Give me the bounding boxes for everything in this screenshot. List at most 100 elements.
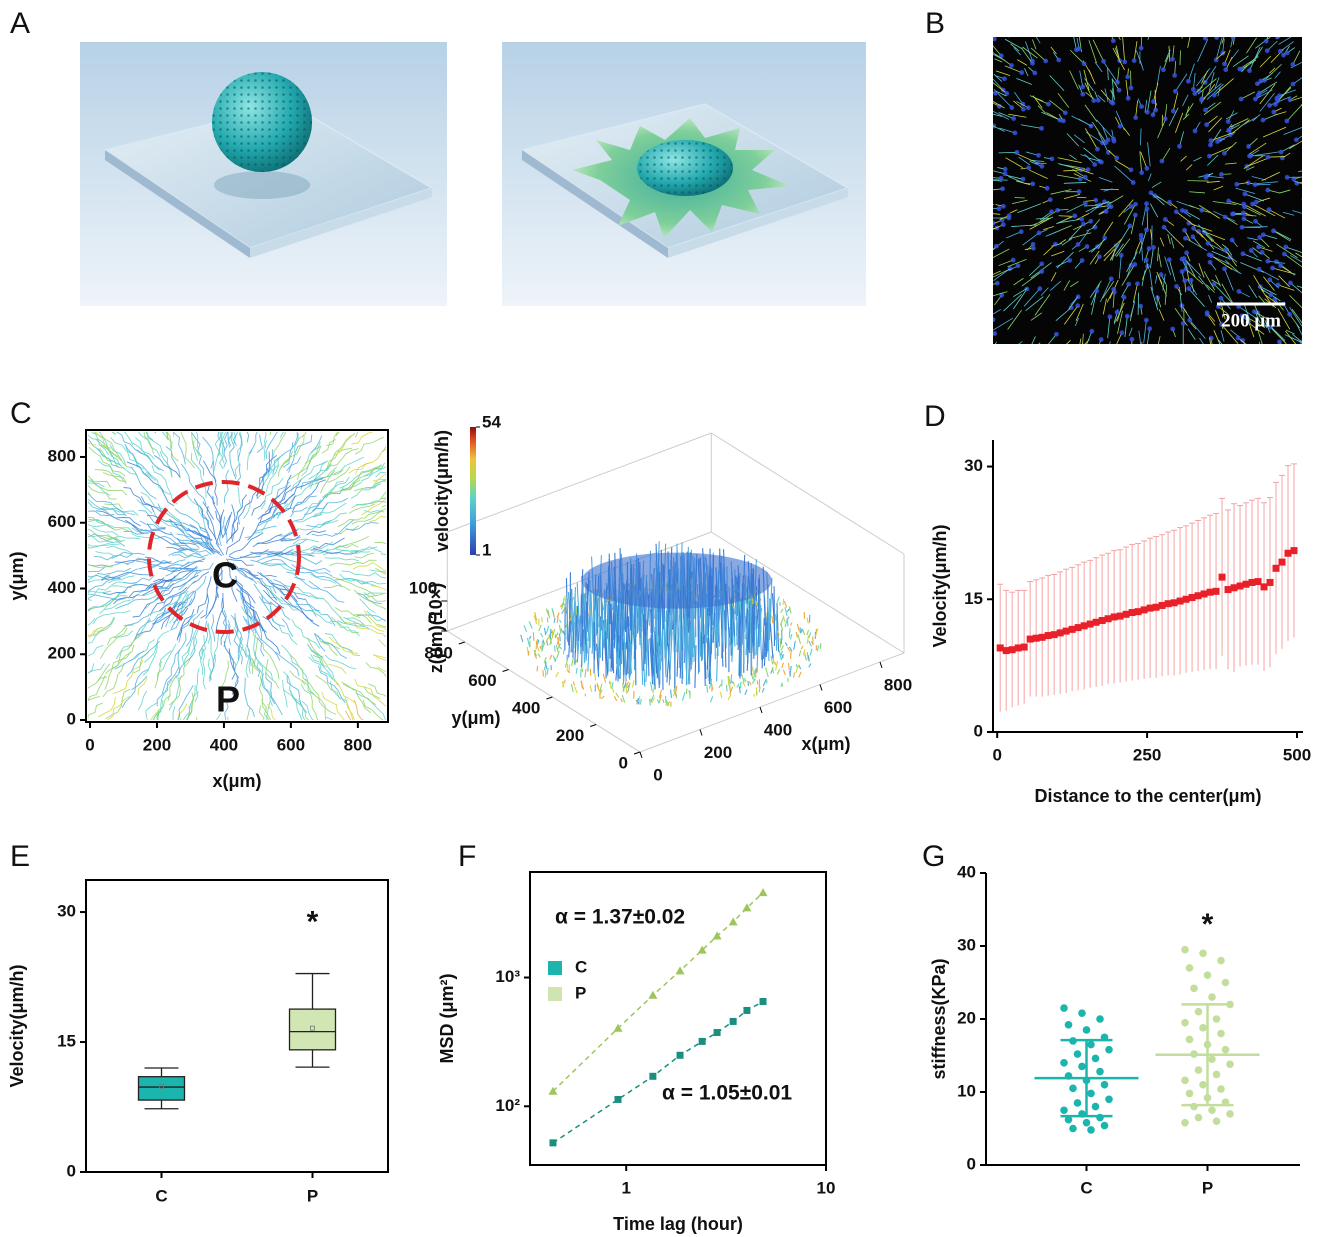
trajectory-decor <box>367 611 403 626</box>
figure: 200 μm A B C D E F G 0200400600800020040… <box>0 0 1324 1237</box>
trajectory-decor <box>320 395 337 417</box>
trajectory-decor <box>545 669 546 677</box>
trajectory-decor <box>217 392 223 418</box>
panel-label: G <box>922 840 945 873</box>
nucleus-decor <box>1271 110 1276 115</box>
data-point <box>1213 1071 1221 1079</box>
trajectory-decor <box>64 469 79 483</box>
trajectory-decor <box>17 490 41 501</box>
trajectory-decor <box>160 451 172 476</box>
trajectory-decor <box>391 457 414 470</box>
panel-label: B <box>925 7 945 40</box>
trajectory-decor <box>542 641 543 649</box>
trajectory-decor <box>585 669 586 677</box>
trajectory-decor <box>153 416 172 450</box>
track-decor <box>1268 157 1285 158</box>
data-point <box>714 1029 721 1036</box>
trajectory-decor <box>790 622 792 625</box>
trajectory-decor <box>391 491 434 510</box>
trajectory-decor <box>76 420 111 449</box>
trajectory-decor <box>174 719 181 753</box>
nucleus-decor <box>1145 110 1150 115</box>
trajectory-decor <box>0 523 32 534</box>
nucleus-decor <box>1223 67 1228 72</box>
nucleus-decor <box>1145 166 1150 171</box>
nucleus-decor <box>1162 225 1167 230</box>
data-point <box>1093 619 1100 626</box>
trajectory-decor <box>20 617 60 626</box>
nucleus-decor <box>1079 217 1084 222</box>
trajectory-decor <box>128 385 145 421</box>
nucleus-decor <box>1172 73 1177 78</box>
y-tick-label: 0 <box>67 1161 76 1180</box>
trajectory-decor <box>128 354 140 378</box>
trajectory-decor <box>243 400 245 421</box>
trajectory-decor <box>128 347 151 387</box>
data-point <box>1092 1103 1100 1111</box>
trajectory-decor <box>138 398 156 433</box>
trajectory-decor <box>232 356 238 389</box>
panel-label: F <box>458 840 476 873</box>
nucleus-decor <box>1214 35 1219 40</box>
track-decor <box>1259 342 1265 363</box>
nucleus-decor <box>1144 227 1149 232</box>
trajectory-decor <box>556 672 559 677</box>
trajectory-decor <box>302 385 316 409</box>
trajectory-decor <box>40 676 73 699</box>
nucleus-decor <box>1110 101 1115 106</box>
track-decor <box>1277 23 1295 37</box>
data-point <box>1027 636 1034 643</box>
trajectory-decor <box>160 406 168 439</box>
trajectory-decor <box>162 650 180 694</box>
nucleus-decor <box>1253 182 1258 187</box>
trajectory-decor <box>216 510 224 556</box>
nucleus-decor <box>1133 213 1138 218</box>
nucleus-decor <box>1063 110 1068 115</box>
trajectory-decor <box>349 448 388 473</box>
data-point <box>1069 1125 1077 1133</box>
trajectory-decor <box>240 556 261 557</box>
trajectory-decor <box>559 646 562 649</box>
plot-frame <box>86 880 388 1172</box>
nucleus-decor <box>1080 258 1085 263</box>
trajectory-decor <box>572 658 574 666</box>
data-point <box>1087 1090 1095 1098</box>
nucleus-decor <box>1011 258 1016 263</box>
trajectory-decor <box>202 403 206 430</box>
data-point <box>614 1024 623 1032</box>
colorbar-tick-label: 54 <box>482 412 501 431</box>
panel-label: E <box>10 840 30 873</box>
nucleus-decor <box>1133 115 1138 120</box>
trajectory-decor <box>547 641 548 645</box>
trajectory-decor <box>94 617 114 636</box>
trajectory-decor <box>621 698 623 702</box>
x-tick <box>700 730 702 736</box>
x-tick-label: 600 <box>824 698 852 717</box>
nucleus-decor <box>1246 144 1251 149</box>
trajectory-decor <box>159 369 164 389</box>
nucleus-decor <box>1049 156 1054 161</box>
x-tick-label: C <box>155 1186 167 1205</box>
trajectory-decor <box>682 692 684 701</box>
trajectory-decor <box>632 680 634 687</box>
nucleus-decor <box>1288 97 1293 102</box>
trajectory-decor <box>563 649 564 654</box>
trajectory-decor <box>229 339 234 386</box>
nucleus-decor <box>1037 286 1042 291</box>
trajectory-decor <box>797 624 798 630</box>
trajectory-decor <box>561 629 563 633</box>
trajectory-decor <box>726 685 727 691</box>
data-point <box>729 917 738 925</box>
x-tick-label: C <box>1080 1178 1092 1197</box>
trajectory-decor <box>229 365 243 396</box>
trajectory-decor <box>744 678 746 681</box>
data-point <box>1009 646 1016 653</box>
trajectory-decor <box>43 529 88 546</box>
nucleus-decor <box>1081 222 1086 227</box>
nucleus-decor <box>1203 108 1208 113</box>
trajectory-decor <box>14 529 47 539</box>
nucleus-decor <box>1219 296 1224 301</box>
trajectory-decor <box>206 390 214 429</box>
trajectory-decor <box>559 625 561 634</box>
nucleus-decor <box>1265 259 1270 264</box>
